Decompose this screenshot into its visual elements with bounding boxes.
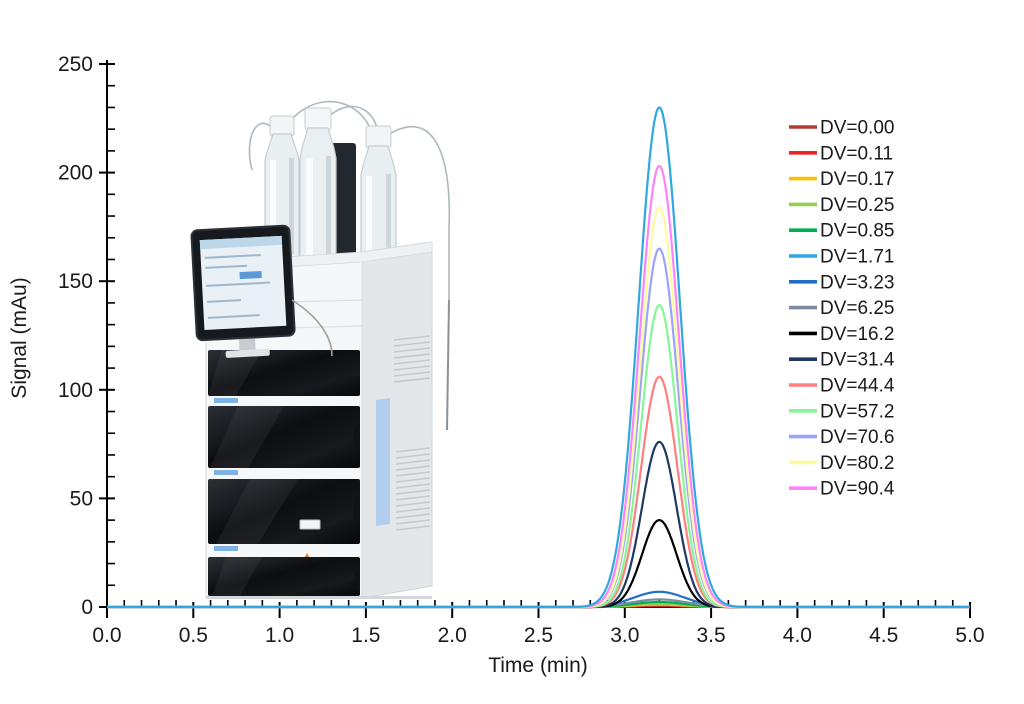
legend-item: DV=3.23: [789, 272, 894, 293]
legend-item: DV=0.00: [789, 118, 894, 139]
legend-label: DV=44.4: [820, 376, 895, 397]
legend-item: DV=0.25: [789, 195, 894, 216]
module-handle: [354, 566, 360, 592]
y-tick-label: 250: [58, 53, 93, 76]
x-tick-label: 3.0: [610, 624, 639, 647]
legend-label: DV=1.71: [820, 247, 894, 268]
bottle-highlight: [366, 176, 372, 274]
stack-base: [206, 596, 432, 599]
bottle-shade: [326, 156, 331, 258]
legend-item: DV=0.17: [789, 169, 894, 190]
stack-side-face: [361, 241, 433, 599]
legend-label: DV=70.6: [820, 427, 894, 448]
legend-item: DV=80.2: [789, 453, 894, 474]
bottle-shade: [386, 174, 391, 274]
module-front-1: [208, 350, 360, 396]
bottle-highlight: [270, 160, 276, 252]
legend: DV=0.00 DV=0.11 DV=0.17 DV=0.25 DV=0.85 DV=1.…: [789, 118, 895, 500]
legend-item: DV=1.71: [789, 247, 894, 268]
x-tick-label: 1.0: [265, 624, 294, 647]
legend-item: DV=16.2: [789, 324, 894, 345]
screen-accent-block: [239, 270, 262, 280]
x-tick-label: 3.5: [696, 624, 725, 647]
legend-label: DV=0.11: [820, 143, 893, 164]
monitor-cable: [291, 299, 333, 357]
legend-label: DV=31.4: [820, 350, 895, 371]
legend-item: DV=44.4: [789, 376, 895, 397]
screen-content-lines: [204, 253, 271, 319]
legend-label: DV=16.2: [820, 324, 894, 345]
y-axis-title: Signal (mAu): [8, 277, 31, 398]
bottle-shade: [289, 158, 294, 254]
module-badge-3: [214, 546, 238, 551]
legend-label: DV=0.85: [820, 221, 894, 242]
legend-item: DV=57.2: [789, 401, 894, 422]
x-tick-label: 1.5: [351, 624, 380, 647]
series-layer: [106, 106, 971, 609]
module-front-3: [208, 479, 360, 544]
x-tick-label: 5.0: [955, 624, 984, 647]
x-tick-label: 0.5: [179, 624, 208, 647]
bottle-highlight: [306, 158, 313, 256]
x-tick-label: 0.0: [92, 624, 121, 647]
hplc-instrument-photo: [190, 100, 451, 599]
legend-item: DV=31.4: [789, 350, 895, 371]
legend-item: DV=70.6: [789, 427, 894, 448]
legend-item: DV=0.11: [789, 143, 893, 164]
module-front-4: [208, 557, 360, 596]
x-tick-label: 4.0: [783, 624, 812, 647]
y-tick-label: 100: [58, 379, 93, 402]
y-tick-label: 50: [70, 487, 93, 510]
monitor-base: [225, 348, 270, 358]
module-handle: [353, 494, 360, 526]
vent-slats-lower: [395, 447, 431, 531]
legend-label: DV=0.00: [820, 118, 894, 139]
module-badge-1: [214, 398, 238, 403]
x-tick-label: 2.0: [438, 624, 467, 647]
legend-item: DV=6.25: [789, 298, 894, 319]
legend-label: DV=90.4: [820, 479, 895, 500]
legend-item: DV=90.4: [789, 479, 895, 500]
x-tick-label: 4.5: [869, 624, 898, 647]
module-handle: [353, 422, 360, 452]
legend-label: DV=57.2: [820, 401, 894, 422]
legend-label: DV=80.2: [820, 453, 894, 474]
module-front-2: [208, 406, 360, 468]
y-tick-label: 0: [81, 596, 93, 619]
module-badge-2: [214, 470, 238, 475]
touchscreen-monitor: [190, 224, 296, 358]
series-line-dv-1-71: [106, 106, 971, 609]
legend-label: DV=3.23: [820, 272, 894, 293]
bottle-cap: [365, 125, 392, 149]
legend-item: DV=0.85: [789, 221, 894, 242]
y-tick-label: 150: [58, 270, 93, 293]
legend-label: DV=0.17: [820, 169, 894, 190]
bottle-cap: [269, 115, 295, 137]
x-axis-title: Time (min): [488, 654, 588, 677]
x-tick-label: 2.5: [524, 624, 553, 647]
rear-cable: [446, 299, 450, 431]
bottle-cap: [304, 107, 332, 131]
vent-slats-upper: [393, 335, 431, 383]
screen-toolbar: [199, 235, 283, 250]
column-door-blue-strip: [376, 398, 390, 526]
y-tick-label: 200: [58, 162, 93, 185]
solvent-bottle-2: [299, 107, 337, 265]
module-label: [299, 519, 321, 530]
legend-label: DV=6.25: [820, 298, 894, 319]
legend-label: DV=0.25: [820, 195, 894, 216]
